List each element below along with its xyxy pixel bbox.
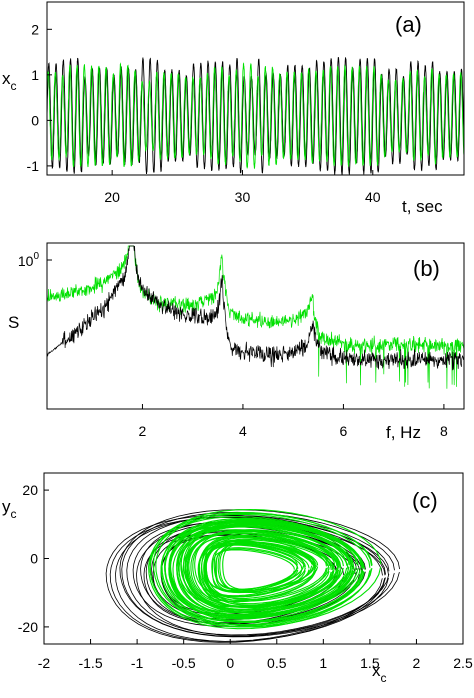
panel-c-series-loop (182, 531, 341, 614)
panel-c-series-loop (222, 542, 316, 591)
panel-c-series-loop (169, 522, 348, 616)
panel-c-series (105, 508, 400, 643)
panel-a-xtick-label: 40 (365, 189, 381, 205)
panel-c-xtick-label: 0.5 (267, 655, 287, 671)
panel-c-series-loop (172, 522, 365, 623)
panel-c-series-loop (205, 539, 330, 605)
panel-c-xtick-label: -2 (38, 655, 51, 671)
panel-b-series-line (46, 245, 465, 389)
panel-b-ticks: 2 4 6 8 100 (18, 251, 448, 439)
panel-a-frame (46, 1, 465, 176)
panel-b-series-line (46, 245, 464, 371)
panel-b: 2 4 6 8 100 (b) S f, Hz (8, 242, 465, 442)
panel-c-xlabel: xc (372, 661, 387, 685)
panel-a-xtick-label: 30 (235, 189, 251, 205)
panel-c-ytick-label: -20 (18, 619, 38, 635)
panel-c: -2 -1.5 -1 -0.5 0 0.5 1 1.5 2 2.5 -20 0 20 (c) yc xc (2, 472, 473, 685)
panel-c-xtick-label: -0.5 (172, 655, 196, 671)
panel-c-xtick-label: 1 (319, 655, 327, 671)
panel-c-series-loop (197, 536, 335, 608)
panel-c-series-loop (121, 511, 395, 637)
panel-c-xtick-label: 2.5 (453, 655, 473, 671)
panel-c-ticks: -2 -1.5 -1 -0.5 0 0.5 1 1.5 2 2.5 -20 0 20 (18, 482, 473, 671)
panel-c-series-loop (203, 544, 303, 597)
panel-c-series-loop (186, 530, 341, 611)
panel-b-ytick-label: 100 (18, 251, 40, 269)
panel-c-series-loop (169, 518, 362, 619)
panel-a-ytick-label: 1 (31, 67, 39, 83)
panel-c-xtick-label: -1.5 (78, 655, 102, 671)
panel-c-ylabel-sub: c (11, 507, 17, 521)
panel-c-series-loop (190, 536, 317, 603)
panel-c-label: (c) (412, 488, 438, 513)
panel-b-xtick-label: 4 (239, 423, 247, 439)
panel-a-series (46, 57, 465, 176)
panel-c-xtick-label: -1 (131, 655, 144, 671)
panel-c-ytick-label: 20 (22, 482, 38, 498)
panel-a: 20 30 40 -1 0 1 2 (a) xc t, sec (2, 1, 465, 216)
panel-b-xtick-label: 2 (139, 423, 147, 439)
panel-b-xtick-label: 8 (440, 423, 448, 439)
panel-c-ylabel: yc (2, 497, 17, 521)
panel-b-xtick-label: 6 (340, 423, 348, 439)
panel-b-label: (b) (413, 256, 440, 281)
panel-a-label: (a) (395, 12, 422, 37)
panel-c-series-loop (185, 532, 334, 610)
panel-b-xlabel: f, Hz (386, 423, 421, 442)
panel-c-xtick-label: 1.5 (360, 655, 380, 671)
panel-c-xtick-label: 0 (226, 655, 234, 671)
panel-b-series (46, 245, 465, 389)
panel-a-xtick-label: 20 (104, 189, 120, 205)
panel-a-ytick-label: 0 (31, 112, 39, 128)
panel-a-ylabel-sub: c (11, 79, 17, 93)
panel-c-series-loop (149, 516, 364, 627)
panel-c-series-loop (176, 521, 359, 617)
panel-c-xtick-label: 2 (413, 655, 421, 671)
panel-c-series-loop (155, 512, 373, 626)
panel-c-series-loop (219, 541, 319, 594)
panel-a-ytick-label: -1 (27, 158, 40, 174)
panel-b-ylabel: S (8, 313, 19, 332)
panel-c-xlabel-sub: c (381, 671, 387, 685)
panel-a-ylabel: xc (2, 69, 17, 93)
panel-a-ytick-label: 2 (31, 21, 39, 37)
panel-a-series-line (46, 62, 465, 170)
panel-c-ytick-label: 0 (30, 551, 38, 567)
panel-a-ticks: 20 30 40 -1 0 1 2 (27, 21, 381, 205)
panel-c-series-loop (152, 508, 382, 628)
panel-a-xlabel: t, sec (402, 197, 443, 216)
panel-b-frame (46, 242, 465, 410)
